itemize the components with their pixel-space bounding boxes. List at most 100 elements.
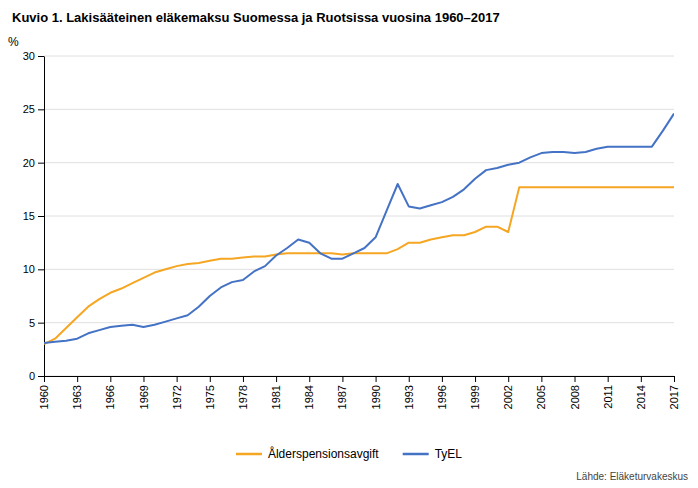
x-tick-label: 1963 [71,385,83,409]
legend-swatch [403,453,429,456]
y-tick: 30 [23,50,44,62]
y-axis-line [44,57,45,377]
y-tick-mark [38,269,44,270]
grid-line [44,162,674,163]
grid-line [44,322,674,323]
x-axis: 1960 1963 1966 1969 1972 1975 1978 1981 1984 1987… [38,376,680,409]
x-tick-mark [575,376,576,382]
x-tick-mark [110,376,111,382]
x-tick-mark [674,376,675,382]
x-tick-label: 2005 [535,385,547,409]
chart: Kuvio 1. Lakisääteinen eläkemaksu Suomes… [0,0,698,488]
x-tick: 1993 [403,376,415,409]
title: Kuvio 1. Lakisääteinen eläkemaksu Suomes… [12,10,500,25]
y-tick-mark [38,56,44,57]
x-tick-mark [442,376,443,382]
x-tick-label: 2008 [569,385,581,409]
grid-line [44,269,674,270]
x-tick-label: 1999 [469,385,481,409]
x-tick: 1963 [71,376,83,409]
x-tick-mark [143,376,144,382]
lines [44,114,674,344]
y-tick-label: 5 [29,317,35,329]
x-tick-label: 1960 [38,385,50,409]
grid-line [44,216,674,217]
x-tick: 1972 [171,376,183,409]
y-tick-label: 20 [23,157,35,169]
x-tick-mark [541,376,542,382]
y-tick: 15 [23,210,44,222]
x-tick-label: 1993 [403,385,415,409]
x-tick: 1966 [104,376,116,409]
x-tick-mark [177,376,178,382]
x-tick: 2017 [668,376,680,409]
x-tick: 1960 [38,376,50,409]
y-tick-mark [38,109,44,110]
x-tick: 1987 [336,376,348,409]
x-tick-label: 1969 [137,385,149,409]
y-tick-mark [38,216,44,217]
series-line [44,114,674,343]
x-tick-mark [342,376,343,382]
x-tick-mark [376,376,377,382]
x-tick: 1984 [303,376,315,409]
x-tick-label: 1975 [204,385,216,409]
x-tick: 1996 [436,376,448,409]
y-tick-mark [38,376,44,377]
grid [44,56,674,376]
y-tick-label: 30 [23,50,35,62]
x-tick-mark [210,376,211,382]
x-tick-label: 1966 [104,385,116,409]
x-tick-mark [77,376,78,382]
y-axis: 0 5 10 15 20 25 30 [23,50,45,382]
x-tick-mark [608,376,609,382]
x-tick: 1981 [270,376,282,409]
x-tick-label: 1981 [270,385,282,409]
y-tick: 5 [29,317,44,329]
plot: % 0 5 10 15 20 25 30 1960 1963 1966 1969 1972 1975 197… [8,35,680,409]
grid-line [44,376,674,377]
x-tick-label: 1978 [237,385,249,409]
y-tick-label: 10 [23,263,35,275]
legend: Ålderspensionsavgift TyEL [236,446,462,461]
x-tick: 2011 [602,376,614,409]
x-tick-label: 2011 [602,385,614,409]
series-line [44,187,674,344]
x-tick-mark [309,376,310,382]
grid-line [44,109,674,110]
x-tick-label: 2017 [668,385,680,409]
x-tick-label: 1972 [171,385,183,409]
x-tick-mark [276,376,277,382]
x-tick-mark [243,376,244,382]
x-tick: 2005 [535,376,547,409]
x-tick: 2014 [635,376,647,409]
legend-item: Ålderspensionsavgift [236,446,379,461]
x-tick-label: 1984 [303,385,315,409]
x-tick: 2008 [569,376,581,409]
x-axis-line [45,376,675,377]
y-tick: 25 [23,103,44,115]
x-tick: 2002 [502,376,514,409]
annotation: Lähde: Eläketurvakeskus [576,471,688,482]
legend-label: TyEL [435,447,463,461]
x-tick-label: 2014 [635,385,647,409]
y-tick-label: 0 [29,370,35,382]
legend-swatch [236,453,262,456]
y-tick-label: 25 [23,103,35,115]
y-tick: 20 [23,157,44,169]
legend-item: TyEL [403,447,463,461]
x-tick-mark [44,376,45,382]
x-tick: 1978 [237,376,249,409]
y-tick-mark [38,323,44,324]
x-tick: 1969 [137,376,149,409]
y-tick-mark [38,163,44,164]
x-tick: 1975 [204,376,216,409]
y-axis-label: % [8,35,19,49]
y-tick-label: 15 [23,210,35,222]
x-tick-mark [508,376,509,382]
x-tick-label: 1987 [336,385,348,409]
legend-label: Ålderspensionsavgift [268,446,379,461]
x-tick-mark [475,376,476,382]
x-tick-mark [641,376,642,382]
x-tick: 1999 [469,376,481,409]
